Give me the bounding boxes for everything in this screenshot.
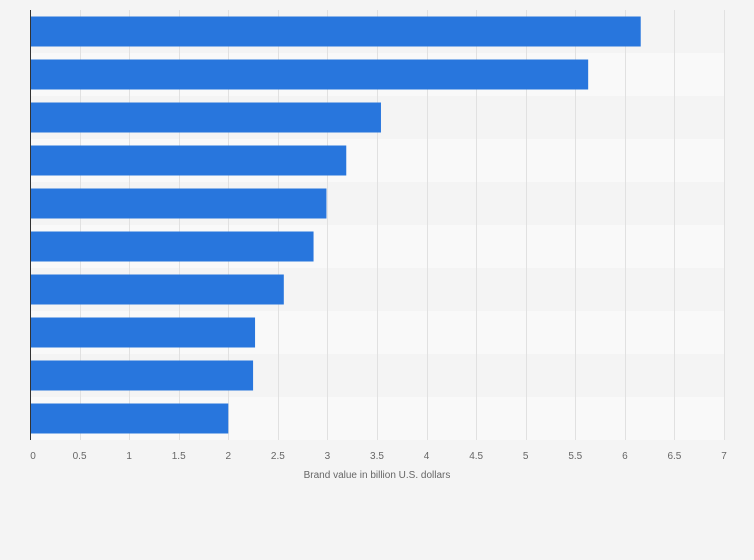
bar (30, 59, 589, 90)
x-tick-label: 2 (226, 451, 232, 462)
bar (30, 231, 314, 262)
x-tick-label: 5 (523, 451, 529, 462)
x-tick-label: 6.5 (667, 451, 681, 462)
x-tick-label: 4 (424, 451, 430, 462)
bar (30, 16, 641, 47)
x-tick-label: 4.5 (469, 451, 483, 462)
x-tick-label: 3 (325, 451, 331, 462)
x-tick-label: 5.5 (568, 451, 582, 462)
x-tick-label: 0 (30, 451, 36, 462)
bar (30, 145, 347, 176)
bar (30, 317, 256, 348)
x-axis-ticks: 0 0.5 1 1.5 2 2.5 3 3.5 4 4.5 5 5.5 6 6.5 7 (30, 451, 727, 462)
bar (30, 274, 284, 305)
bars (30, 16, 641, 434)
x-tick-label: 7 (721, 451, 727, 462)
x-tick-label: 2.5 (271, 451, 285, 462)
x-tick-label: 6 (622, 451, 628, 462)
bar (30, 102, 381, 133)
x-tick-label: 1.5 (172, 451, 186, 462)
x-tick-label: 1 (126, 451, 132, 462)
x-tick-label: 0.5 (73, 451, 87, 462)
bar (30, 403, 229, 434)
bar (30, 360, 254, 391)
x-tick-label: 3.5 (370, 451, 384, 462)
x-axis-title: Brand value in billion U.S. dollars (304, 470, 451, 481)
bar (30, 188, 327, 219)
